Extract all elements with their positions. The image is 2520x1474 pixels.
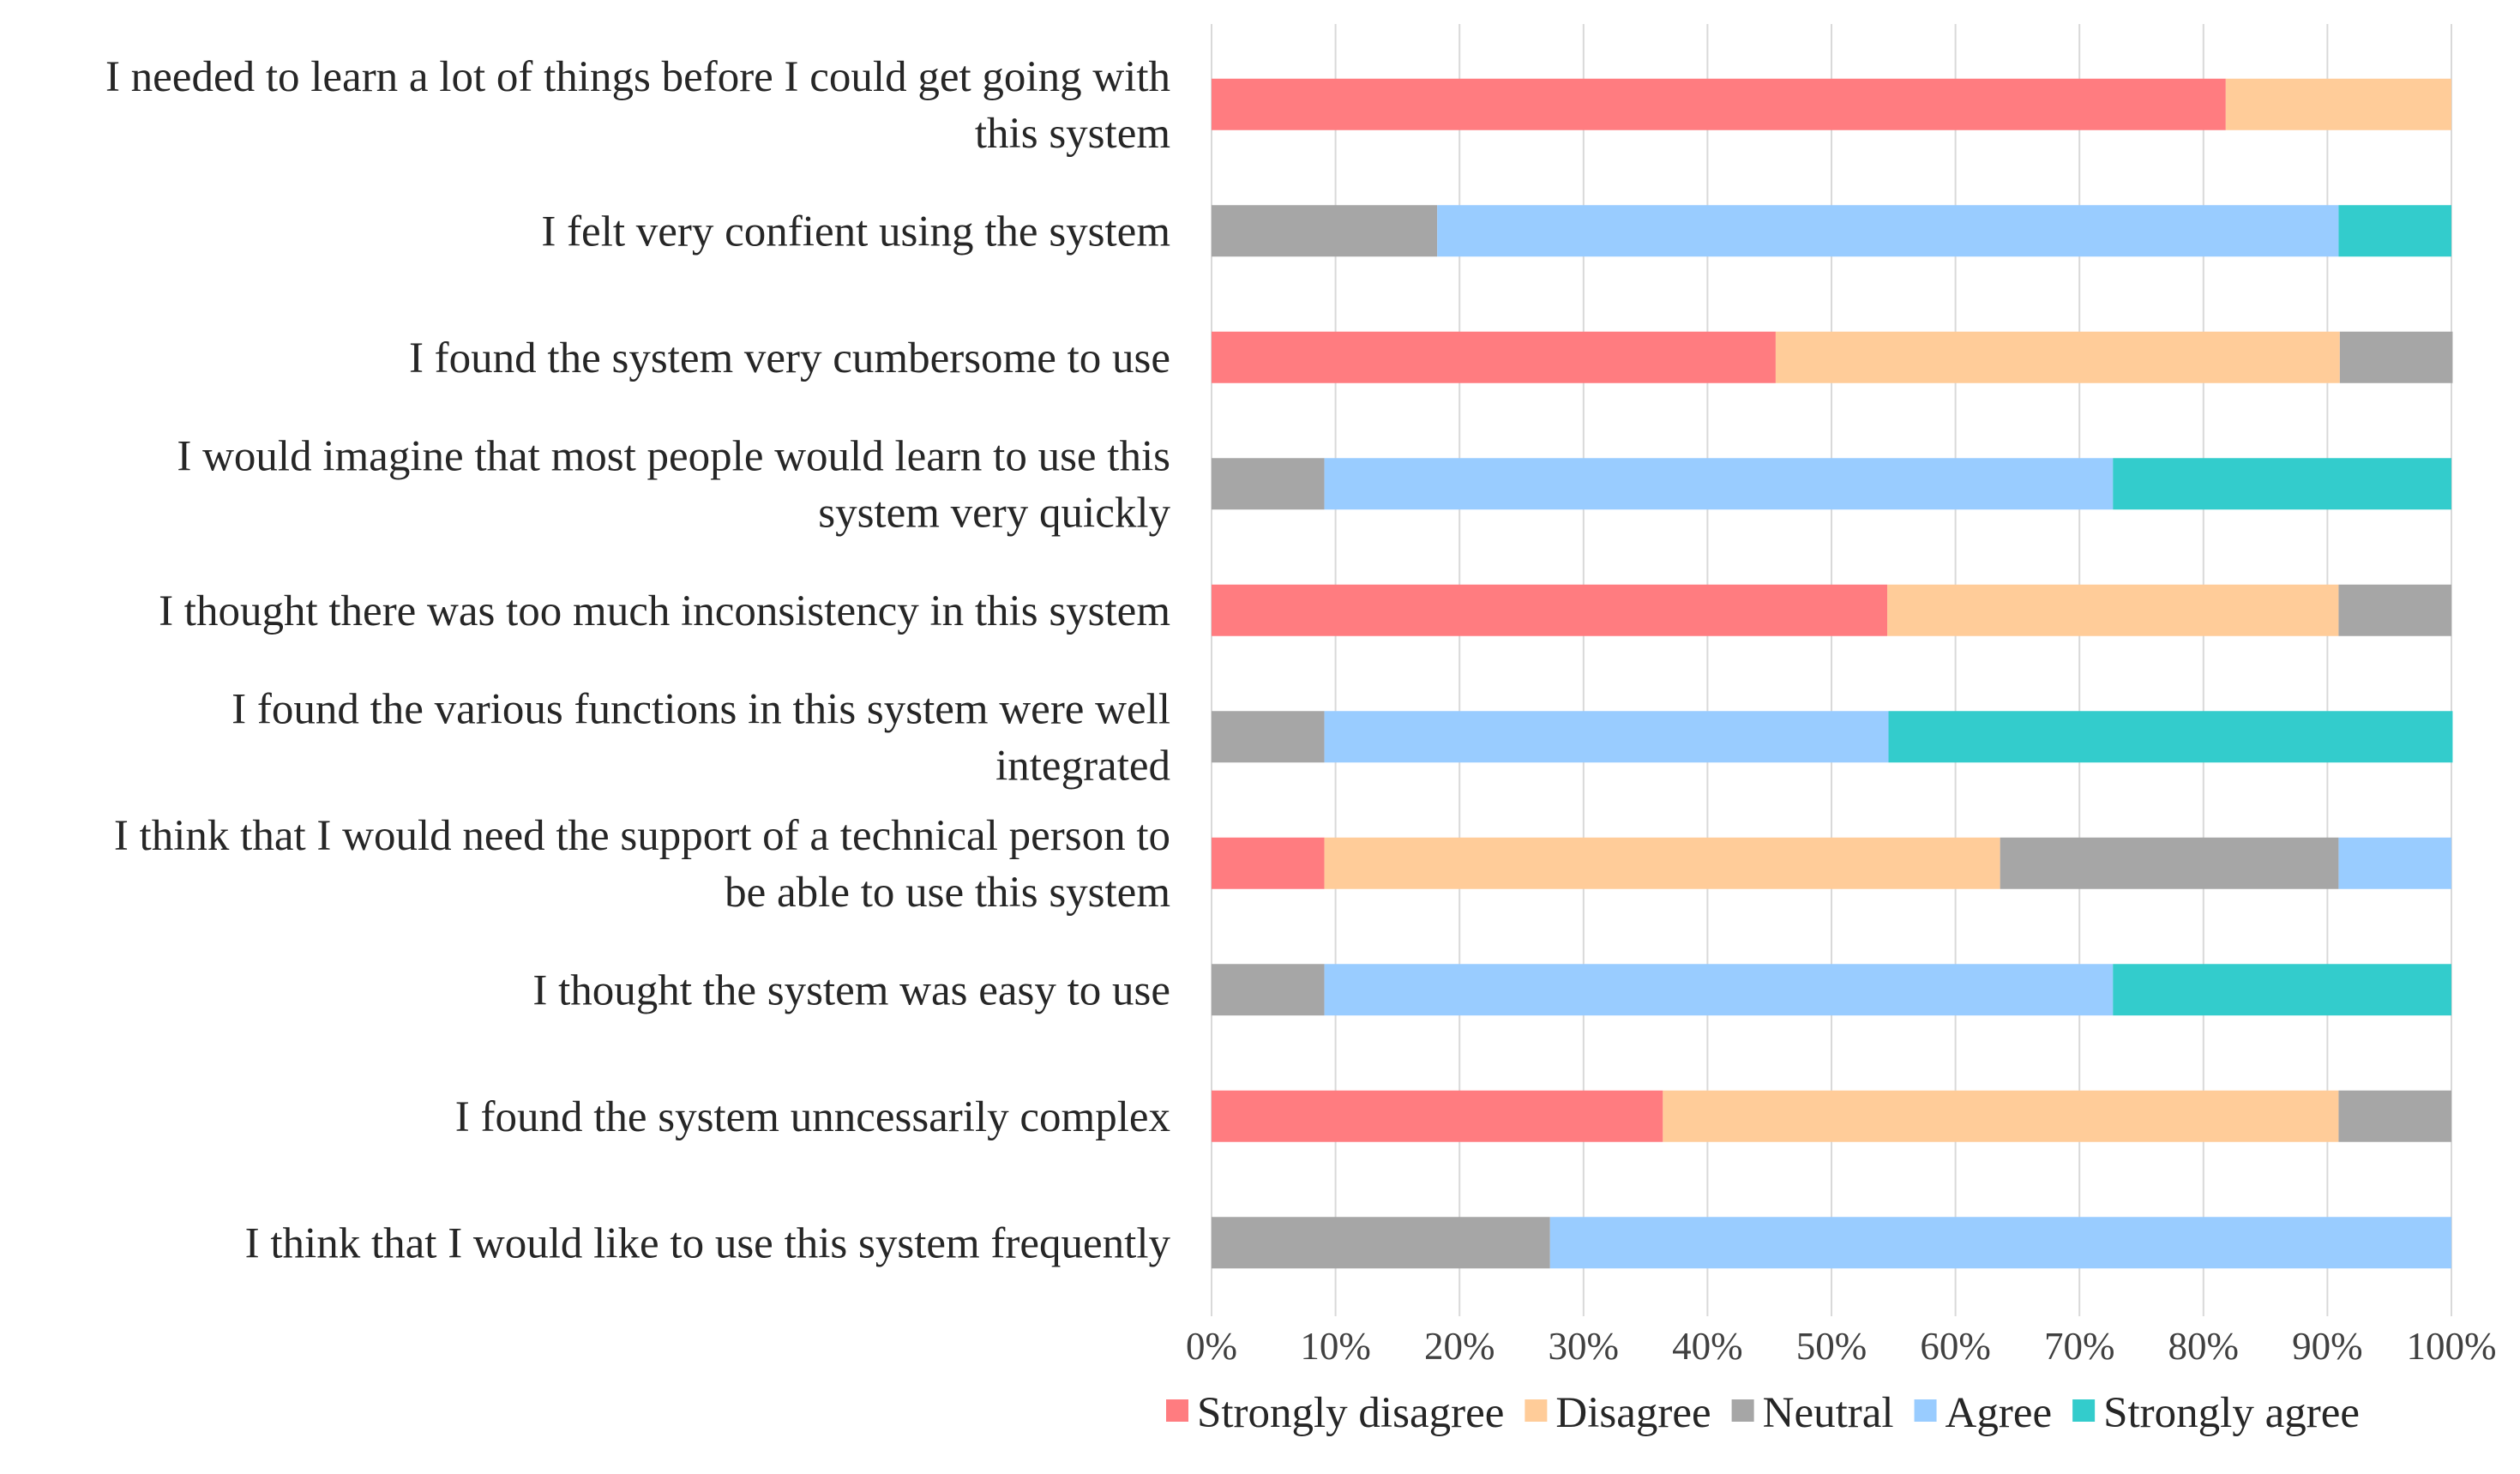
legend-label: Strongly disagree (1197, 1389, 1504, 1437)
x-tick-label: 100% (2407, 1325, 2497, 1368)
bar-segment (2339, 331, 2453, 383)
x-tick-label: 10% (1300, 1325, 1371, 1368)
category-labels: I needed to learn a lot of things before… (105, 53, 1171, 1268)
category-label: I think that I would need the support of… (114, 812, 1170, 860)
category-label: I found the various functions in this sy… (232, 685, 1170, 733)
legend: Strongly disagree Disagree Neutral Agree Str… (1166, 1389, 2360, 1437)
legend-label: Strongly agree (2103, 1389, 2360, 1437)
bar-segment (1212, 584, 1888, 636)
category-label: integrated (995, 742, 1170, 790)
bar-segment (1663, 1090, 2339, 1142)
category-label: I thought there was too much inconsisten… (159, 587, 1170, 635)
x-tick-label: 80% (2168, 1325, 2240, 1368)
bar-segment (1212, 1090, 1663, 1142)
bar-segment (2338, 1090, 2451, 1142)
bar-segment (2338, 837, 2451, 889)
category-label: I found the system unncessarily complex (455, 1093, 1170, 1141)
category-label: I found the system very cumbersome to us… (409, 334, 1170, 382)
bar-segment (2113, 458, 2451, 510)
bar-segment (1888, 711, 2453, 763)
legend-swatch (1166, 1399, 1188, 1422)
x-tick-label: 60% (1920, 1325, 1991, 1368)
x-tick-label: 0% (1186, 1325, 1237, 1368)
x-tick-label: 70% (2044, 1325, 2115, 1368)
bar-segments (1212, 78, 2453, 1269)
x-tick-label: 40% (1672, 1325, 1743, 1368)
category-label: system very quickly (818, 489, 1170, 537)
x-tick-label: 50% (1796, 1325, 1867, 1368)
category-label: be able to use this system (725, 869, 1170, 917)
category-label: I needed to learn a lot of things before… (105, 53, 1170, 101)
bar-segment (2000, 837, 2339, 889)
legend-label: Disagree (1555, 1389, 1711, 1437)
bar-segment (1212, 331, 1776, 383)
bar-segment (1324, 837, 2000, 889)
bar-segment (1549, 1217, 2451, 1269)
category-label: I thought the system was easy to use (532, 966, 1170, 1014)
bar-segment (2225, 78, 2451, 130)
bar-segment (2113, 964, 2451, 1016)
legend-label: Agree (1946, 1389, 2053, 1437)
bar-segment (1212, 1217, 1550, 1269)
bar-segment (1212, 458, 1325, 510)
bar-segment (1775, 331, 2340, 383)
x-tick-label: 20% (1424, 1325, 1495, 1368)
category-label: this system (975, 110, 1170, 158)
x-tick-labels: 0% 10% 20% 30% 40% 50% 60% 70% 80% 90% 100% (1186, 1325, 2497, 1368)
x-tick-label: 90% (2292, 1325, 2363, 1368)
bar-segment (1324, 458, 2114, 510)
legend-swatch (2072, 1399, 2096, 1422)
category-label: I think that I would like to use this sy… (245, 1219, 1171, 1267)
legend-swatch (1731, 1399, 1754, 1422)
bar-segment (1887, 584, 2339, 636)
legend-swatch (1914, 1399, 1937, 1422)
bar-segment (2338, 584, 2451, 636)
category-label: I would imagine that most people would l… (177, 432, 1170, 480)
bar-segment (1212, 964, 1325, 1016)
legend-swatch (1525, 1399, 1548, 1422)
bar-segment (1324, 964, 2114, 1016)
bar-segment (1324, 711, 1889, 763)
bar-segment (1212, 837, 1325, 889)
bar-segment (1437, 205, 2339, 257)
x-tick-label: 30% (1549, 1325, 1620, 1368)
legend-label: Neutral (1763, 1389, 1894, 1437)
bar-segment (1212, 711, 1325, 763)
category-label: I felt very confient using the system (541, 208, 1170, 256)
bar-segment (2338, 205, 2451, 257)
bar-segment (1212, 205, 1438, 257)
bar-segment (1212, 78, 2226, 130)
